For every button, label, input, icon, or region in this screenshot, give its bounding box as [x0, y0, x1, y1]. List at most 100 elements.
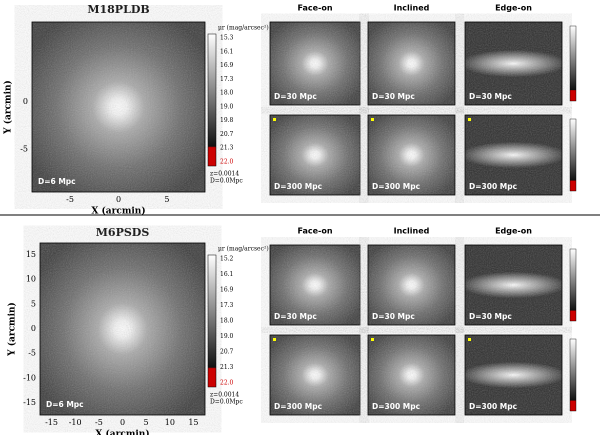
x-tick-label: 15	[188, 418, 198, 427]
image-frame	[367, 244, 456, 326]
x-axis-label: X (arcmin)	[91, 206, 145, 217]
image-noise	[465, 22, 562, 105]
view-header: Inclined	[394, 4, 430, 13]
image-frame	[269, 114, 361, 196]
colorbar-tick-label: 19.8	[220, 117, 234, 124]
image-frame	[269, 334, 361, 416]
colorbar-tick-label: 16.9	[220, 62, 234, 69]
view-header: Edge-on	[495, 227, 532, 236]
x-tick-label: -5	[95, 418, 103, 427]
colorbar-tick-label: 21.3	[220, 364, 234, 371]
marker	[468, 338, 471, 341]
image-frame	[39, 242, 206, 416]
colorbar-tick-label: 21.3	[220, 145, 234, 152]
colorbar-tick-label: 15.3	[220, 35, 234, 42]
x-tick-label: -10	[69, 418, 82, 427]
distance-label: D=30 Mpc	[274, 312, 317, 321]
image-frame	[367, 334, 456, 416]
image-frame	[269, 244, 361, 326]
image-frame	[367, 114, 456, 196]
colorbar-tick-label: 19.0	[220, 103, 234, 110]
distance-label: D=30 Mpc	[469, 312, 512, 321]
y-tick-label: -5	[28, 349, 36, 358]
x-axis-label: X (arcmin)	[95, 429, 149, 435]
colorbar-title: μr (mag/arcsec²)	[218, 246, 269, 253]
y-tick-label: -10	[23, 373, 36, 382]
colorbar-title: μr (mag/arcsec²)	[218, 25, 269, 32]
mini-colorbar	[569, 118, 577, 192]
y-tick-label: -5	[20, 145, 28, 154]
colorbar-tick-label: 22.0	[220, 380, 234, 387]
mini-colorbar	[569, 248, 577, 322]
image-frame	[464, 114, 563, 196]
colorbar-tick-label: 20.7	[220, 131, 234, 138]
marker	[273, 118, 276, 121]
view-header: Inclined	[394, 227, 430, 236]
x-tick-label: 0	[120, 418, 125, 427]
y-axis-label: Y (arcmin)	[7, 302, 18, 357]
distance-label: D=300 Mpc	[274, 182, 322, 191]
distance-label: D=6 Mpc	[38, 177, 76, 186]
distance-label: D=6 Mpc	[46, 400, 84, 409]
distance-label: D=300 Mpc	[372, 402, 420, 411]
colorbar-note: z=0.0014	[210, 171, 239, 178]
figure-title: M18PLDB	[87, 3, 149, 16]
distance-label: D=300 Mpc	[372, 182, 420, 191]
y-tick-label: 0	[23, 97, 28, 106]
distance-label: D=300 Mpc	[274, 402, 322, 411]
marker	[468, 118, 471, 121]
image-noise	[270, 115, 360, 195]
y-tick-label: 15	[26, 250, 36, 259]
x-tick-label: -5	[66, 195, 74, 204]
y-tick-label: 10	[26, 275, 36, 284]
view-header: Edge-on	[495, 4, 532, 13]
colorbar-tick-label: 16.1	[220, 271, 233, 278]
colorbar-note: D=0.0Mpc	[210, 178, 243, 185]
image-noise	[465, 245, 562, 325]
image-frame	[464, 21, 563, 106]
x-tick-label: -15	[45, 418, 58, 427]
figure-title: M6PSDS	[96, 226, 150, 239]
view-header: Face-on	[297, 227, 332, 236]
colorbar	[207, 33, 217, 167]
distance-label: D=30 Mpc	[372, 312, 415, 321]
image-noise	[40, 243, 205, 415]
x-tick-label: 0	[116, 195, 121, 204]
image-noise	[368, 335, 455, 415]
colorbar-tick-label: 15.2	[220, 256, 234, 263]
image-noise	[368, 115, 455, 195]
mini-colorbar	[569, 25, 577, 102]
image-noise	[465, 335, 562, 415]
distance-label: D=300 Mpc	[469, 182, 517, 191]
colorbar-note: z=0.0014	[210, 392, 239, 399]
x-tick-label: 5	[144, 418, 149, 427]
image-noise	[368, 245, 455, 325]
image-frame	[31, 21, 206, 193]
colorbar-tick-label: 18.0	[220, 318, 234, 325]
distance-label: D=300 Mpc	[469, 402, 517, 411]
colorbar-tick-label: 20.7	[220, 349, 234, 356]
colorbar-tick-label: 19.0	[220, 333, 234, 340]
distance-label: D=30 Mpc	[372, 92, 415, 101]
colorbar-tick-label: 17.3	[220, 302, 234, 309]
mini-colorbar	[569, 338, 577, 412]
image-noise	[270, 335, 360, 415]
y-tick-label: 5	[31, 299, 36, 308]
image-noise	[368, 22, 455, 105]
colorbar-tick-label: 22.0	[220, 159, 234, 166]
y-tick-label: -15	[23, 398, 36, 407]
y-tick-label: 0	[31, 324, 36, 333]
x-tick-label: 5	[164, 195, 169, 204]
image-noise	[270, 245, 360, 325]
image-frame	[464, 334, 563, 416]
colorbar-tick-label: 16.1	[220, 48, 233, 55]
distance-label: D=30 Mpc	[469, 92, 512, 101]
image-frame	[464, 244, 563, 326]
marker	[273, 338, 276, 341]
marker	[371, 338, 374, 341]
view-header: Face-on	[297, 4, 332, 13]
colorbar-tick-label: 18.0	[220, 90, 234, 97]
x-tick-label: 10	[165, 418, 175, 427]
colorbar-tick-label: 17.3	[220, 76, 234, 83]
